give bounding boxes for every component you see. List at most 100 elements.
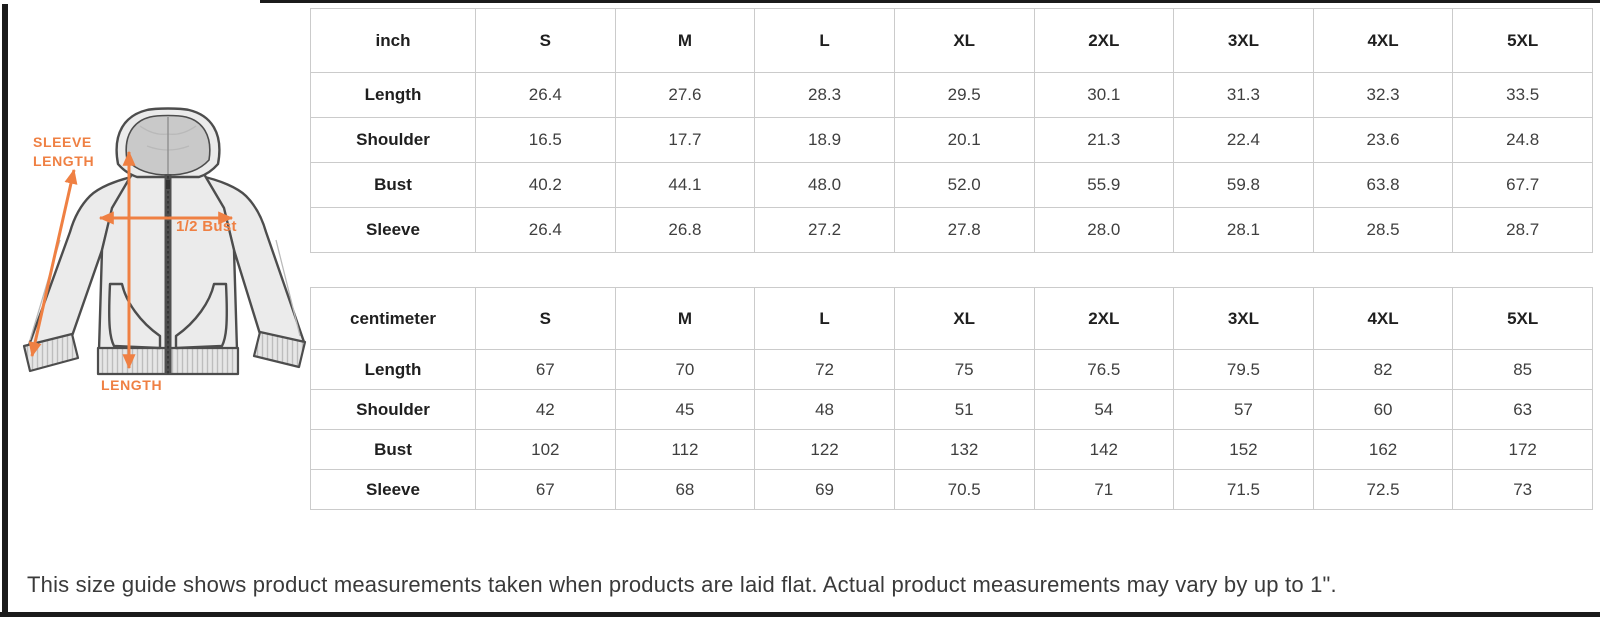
measurement-value-cell: 71.5: [1173, 469, 1314, 510]
header-row: centimeter S M L XL 2XL 3XL 4XL 5XL: [310, 287, 1593, 350]
table-row: Sleeve 67 68 69 70.5 71 71.5 72.5 73: [310, 469, 1593, 510]
size-guide-note: This size guide shows product measuremen…: [27, 572, 1337, 597]
measurement-value-cell: 72.5: [1312, 469, 1454, 510]
size-header-cell: 2XL: [1033, 287, 1175, 350]
measurement-value-cell: 52.0: [893, 162, 1035, 208]
centimeter-size-table: centimeter S M L XL 2XL 3XL 4XL 5XL Length 67 70 72 7…: [310, 287, 1593, 510]
measurement-value-cell: 29.5: [893, 72, 1035, 118]
measurement-value-cell: 67: [475, 349, 616, 390]
measurement-value-cell: 26.4: [475, 207, 616, 253]
inch-size-table: inch S M L XL 2XL 3XL 4XL 5XL Length 26.4 27.6 28.3 2…: [310, 8, 1593, 253]
measurement-value-cell: 30.1: [1033, 72, 1175, 118]
measurement-label-cell: Bust: [310, 429, 476, 470]
unit-header-cell: inch: [310, 8, 476, 73]
measurement-value-cell: 73: [1452, 469, 1593, 510]
size-header-cell: 4XL: [1312, 8, 1454, 73]
measurement-value-cell: 132: [893, 429, 1035, 470]
size-header-cell: S: [475, 8, 616, 73]
measurement-value-cell: 142: [1033, 429, 1175, 470]
unit-header-cell: centimeter: [310, 287, 476, 350]
measurement-value-cell: 67: [475, 469, 616, 510]
measurement-value-cell: 32.3: [1312, 72, 1454, 118]
measurement-value-cell: 27.6: [614, 72, 756, 118]
measurement-value-cell: 20.1: [893, 117, 1035, 163]
table-row: Shoulder 16.5 17.7 18.9 20.1 21.3 22.4 23.6 24.8: [310, 117, 1593, 163]
table-row: Length 26.4 27.6 28.3 29.5 30.1 31.3 32.3 33.5: [310, 72, 1593, 118]
size-header-cell: 3XL: [1173, 8, 1314, 73]
measurement-value-cell: 28.3: [754, 72, 895, 118]
measurement-value-cell: 59.8: [1173, 162, 1314, 208]
measurement-value-cell: 69: [754, 469, 895, 510]
measurement-value-cell: 172: [1452, 429, 1593, 470]
measurement-value-cell: 76.5: [1033, 349, 1175, 390]
measurement-label-cell: Shoulder: [310, 389, 476, 430]
size-header-cell: S: [475, 287, 616, 350]
measurement-value-cell: 75: [893, 349, 1035, 390]
table-row: Sleeve 26.4 26.8 27.2 27.8 28.0 28.1 28.5 28.7: [310, 207, 1593, 253]
measurement-value-cell: 54: [1033, 389, 1175, 430]
measurement-value-cell: 31.3: [1173, 72, 1314, 118]
measurement-value-cell: 22.4: [1173, 117, 1314, 163]
measurement-value-cell: 33.5: [1452, 72, 1593, 118]
measurement-value-cell: 79.5: [1173, 349, 1314, 390]
measurement-value-cell: 23.6: [1312, 117, 1454, 163]
size-header-cell: 2XL: [1033, 8, 1175, 73]
measurement-value-cell: 72: [754, 349, 895, 390]
measurement-value-cell: 122: [754, 429, 895, 470]
hoodie-right-cuff: [252, 330, 307, 369]
measurement-value-cell: 162: [1312, 429, 1454, 470]
measurement-label-cell: Length: [310, 349, 476, 390]
measurement-value-cell: 27.2: [754, 207, 895, 253]
table-row: Bust 102 112 122 132 142 152 162 172: [310, 429, 1593, 470]
length-label: LENGTH: [101, 377, 162, 393]
measurement-value-cell: 21.3: [1033, 117, 1175, 163]
measurement-label-cell: Length: [310, 72, 476, 118]
size-header-cell: 4XL: [1312, 287, 1454, 350]
measurement-value-cell: 68: [614, 469, 756, 510]
sleeve-length-arrow: [28, 168, 78, 358]
size-header-cell: 5XL: [1452, 8, 1593, 73]
size-header-cell: M: [614, 287, 756, 350]
measurement-value-cell: 67.7: [1452, 162, 1593, 208]
measurement-label-cell: Sleeve: [310, 469, 476, 510]
measurement-value-cell: 85: [1452, 349, 1593, 390]
measurement-value-cell: 57: [1173, 389, 1314, 430]
measurement-value-cell: 26.8: [614, 207, 756, 253]
table-row: Length 67 70 72 75 76.5 79.5 82 85: [310, 349, 1593, 390]
measurement-value-cell: 70.5: [893, 469, 1035, 510]
measurement-value-cell: 28.0: [1033, 207, 1175, 253]
measurement-value-cell: 17.7: [614, 117, 756, 163]
size-header-cell: L: [754, 287, 895, 350]
measurement-value-cell: 16.5: [475, 117, 616, 163]
zipper-pull: [166, 180, 170, 189]
measurement-value-cell: 63.8: [1312, 162, 1454, 208]
size-header-cell: 3XL: [1173, 287, 1314, 350]
measurement-value-cell: 51: [893, 389, 1035, 430]
measurement-value-cell: 18.9: [754, 117, 895, 163]
size-header-cell: M: [614, 8, 756, 73]
table-row: Bust 40.2 44.1 48.0 52.0 55.9 59.8 63.8 67.7: [310, 162, 1593, 208]
measurement-value-cell: 28.5: [1312, 207, 1454, 253]
size-header-cell: XL: [893, 8, 1035, 73]
measurement-label-cell: Bust: [310, 162, 476, 208]
measurement-value-cell: 70: [614, 349, 756, 390]
size-header-cell: L: [754, 8, 895, 73]
half-bust-label: 1/2 Bust: [176, 218, 237, 235]
header-row: inch S M L XL 2XL 3XL 4XL 5XL: [310, 8, 1593, 73]
measurement-value-cell: 40.2: [475, 162, 616, 208]
measurement-value-cell: 112: [614, 429, 756, 470]
frame-top-edge: [260, 0, 1600, 3]
measurement-value-cell: 28.1: [1173, 207, 1314, 253]
measurement-value-cell: 63: [1452, 389, 1593, 430]
measurement-value-cell: 55.9: [1033, 162, 1175, 208]
measurement-value-cell: 27.8: [893, 207, 1035, 253]
size-header-cell: XL: [893, 287, 1035, 350]
measurement-value-cell: 45: [614, 389, 756, 430]
measurement-value-cell: 82: [1312, 349, 1454, 390]
measurement-label-cell: Sleeve: [310, 207, 476, 253]
measurement-value-cell: 102: [475, 429, 616, 470]
measurement-value-cell: 24.8: [1452, 117, 1593, 163]
hoodie-illustration: SLEEVE LENGTH 1/2 Bust LENGTH: [22, 107, 307, 393]
frame-left-edge: [2, 4, 8, 613]
measurement-value-cell: 48: [754, 389, 895, 430]
